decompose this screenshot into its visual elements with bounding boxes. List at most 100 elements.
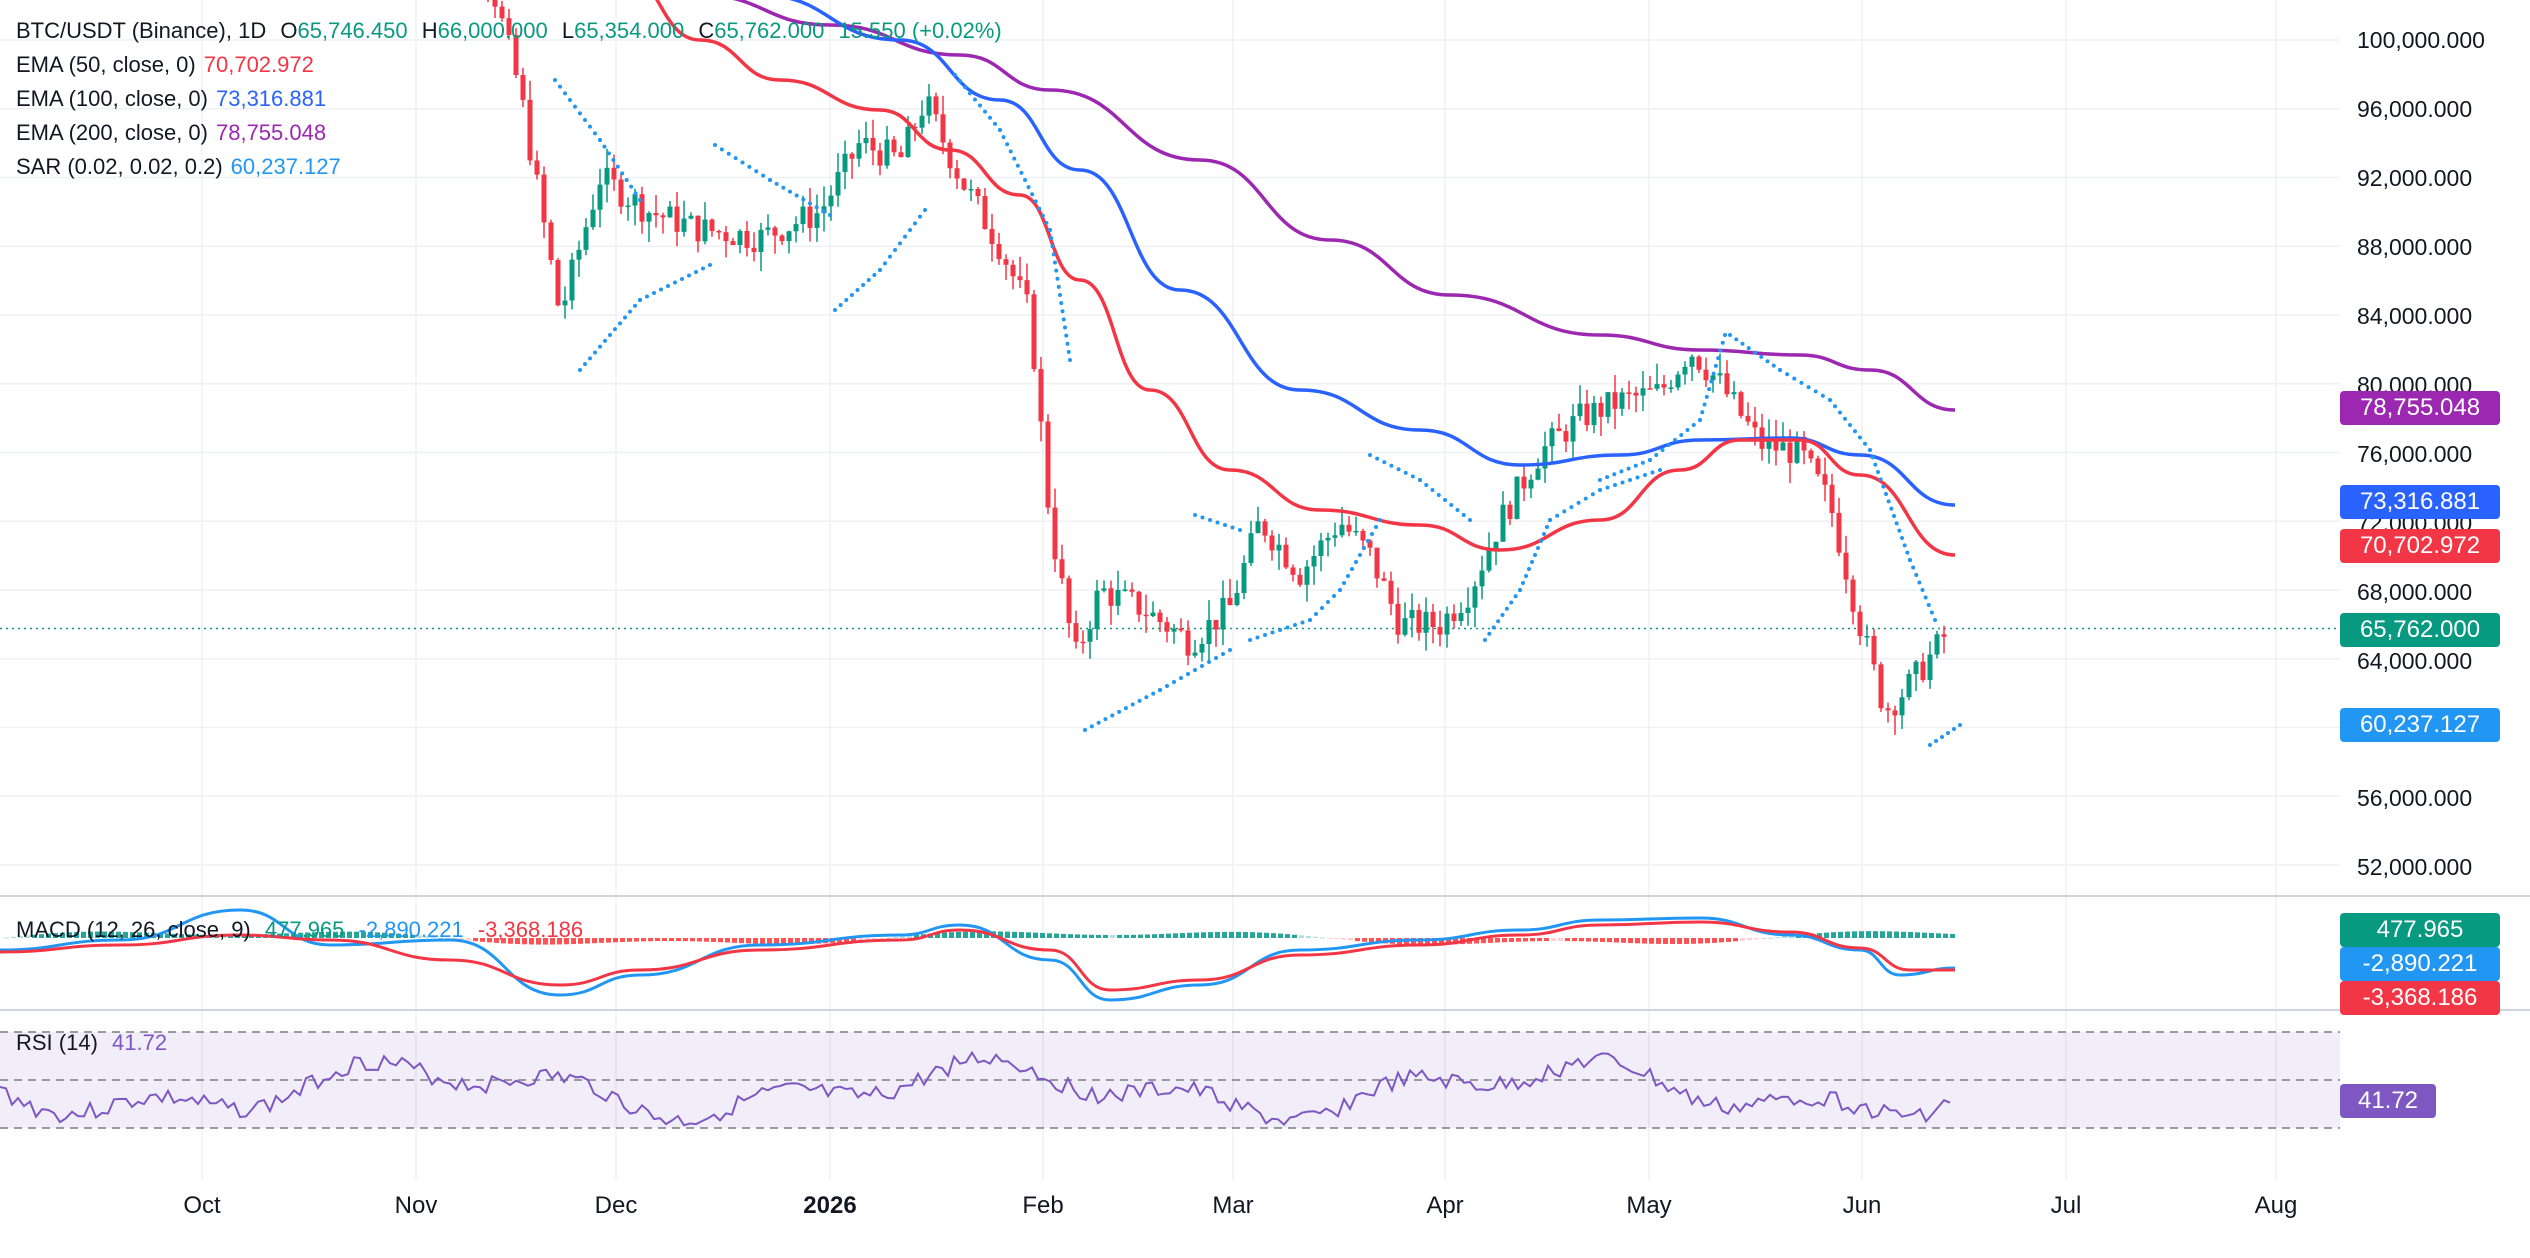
sar-dot — [1059, 301, 1064, 306]
sar-dot — [666, 284, 670, 288]
macd-hist-bar — [1446, 938, 1451, 945]
candle-body — [1479, 570, 1485, 587]
sar-dot — [623, 315, 627, 320]
sar-dot — [1186, 672, 1190, 676]
macd-hist-bar — [802, 938, 807, 945]
time-tick: Oct — [183, 1192, 221, 1219]
macd-hist-bar — [1376, 938, 1381, 943]
sar-dot — [1613, 483, 1617, 487]
candle-body — [807, 206, 813, 228]
price-tick: 84,000.000 — [2357, 303, 2473, 329]
macd-hist-bar — [634, 938, 639, 942]
sar-dot — [1342, 581, 1346, 585]
sar-dot — [1066, 349, 1071, 354]
sar-dot — [1110, 713, 1115, 718]
candle-body — [1374, 547, 1380, 579]
macd-hist-bar — [172, 933, 177, 938]
candle-body — [618, 179, 624, 207]
candle-body — [1353, 530, 1359, 533]
sar-dot — [1628, 478, 1632, 482]
macd-hist-bar — [1523, 938, 1528, 942]
rsi-line — [0, 1050, 1951, 1127]
sar-dot — [713, 143, 717, 147]
macd-hist-bar — [718, 938, 723, 943]
sar-dot — [1820, 393, 1825, 398]
macd-hist-bar — [1635, 938, 1640, 944]
sar-dot — [1050, 244, 1055, 249]
candle-body — [1010, 264, 1016, 277]
candle-body — [1444, 613, 1450, 635]
sar-dot — [1065, 341, 1070, 346]
sar-dot — [1060, 309, 1065, 314]
macd-hist-bar — [1845, 931, 1850, 938]
price-tick: 96,000.000 — [2357, 96, 2473, 122]
sar-dot — [1008, 149, 1013, 154]
sar-dot — [1873, 462, 1878, 467]
candle-body — [1409, 609, 1415, 619]
macd-hist-bar — [501, 938, 506, 944]
ema50-value: 70,702.972 — [203, 52, 314, 77]
macd-hist-bar — [1530, 938, 1535, 942]
candle-body — [772, 227, 778, 236]
sar-dot — [645, 294, 649, 299]
candle-body — [877, 150, 883, 166]
candle-body — [828, 195, 834, 207]
sar-dot — [1354, 560, 1358, 564]
macd-hist-bar — [578, 938, 583, 944]
sar-dot — [1063, 325, 1067, 330]
sar-dot — [754, 169, 759, 174]
macd-hist-bar — [1544, 938, 1549, 942]
macd-hist-bar — [1334, 938, 1339, 939]
sar-dot — [1396, 467, 1401, 472]
candle-body — [800, 206, 806, 225]
candle-body — [758, 229, 764, 253]
candle-body — [1206, 619, 1212, 644]
candle-body — [1843, 552, 1849, 580]
candle-body — [786, 231, 792, 242]
macd-hist-bar — [4, 937, 9, 939]
candle-body — [1675, 374, 1681, 388]
candle-body — [1458, 612, 1464, 621]
sar-dot — [1521, 581, 1525, 585]
candle-body — [1871, 636, 1877, 665]
macd-hist-bar — [1593, 938, 1598, 942]
sar-dot — [1643, 473, 1647, 477]
candle-body — [1227, 597, 1233, 606]
candle-body — [730, 241, 736, 246]
macd-hist-bar — [11, 936, 16, 938]
candle-body — [1423, 611, 1429, 633]
macd-hist-bar — [1089, 934, 1094, 938]
macd-hist-bar — [361, 931, 366, 938]
sar-dot — [1771, 363, 1776, 368]
macd-hist-bar — [1642, 938, 1647, 944]
macd-hist-bar — [1285, 934, 1290, 938]
sar-dot — [1848, 423, 1852, 427]
macd-hist-bar — [907, 935, 912, 938]
sar-dot — [1870, 455, 1875, 460]
candle-body — [1864, 636, 1870, 638]
macd-hist-bar — [1341, 938, 1346, 940]
macd-hist-bar — [1474, 938, 1479, 944]
ema100-line — [788, 0, 1956, 507]
candle-body — [1542, 446, 1548, 469]
candle-body — [1003, 259, 1009, 265]
macd-hist-bar — [1614, 938, 1619, 943]
candle-body — [1122, 589, 1128, 591]
sar-dot — [973, 97, 977, 102]
candle-body — [1080, 641, 1086, 644]
candle-body — [1514, 476, 1520, 519]
sar-dot — [1518, 588, 1522, 592]
macd-hist-bar — [1068, 934, 1073, 938]
time-tick: Mar — [1212, 1192, 1254, 1219]
candle-body — [1570, 416, 1576, 442]
macd-hist-bar — [788, 938, 793, 945]
ema100-price-tag: 73,316.881 — [2340, 485, 2500, 519]
sar-dot — [1436, 493, 1441, 497]
macd-hist-bar — [487, 938, 492, 943]
candle-body — [597, 184, 603, 210]
candle-body — [506, 18, 512, 35]
macd-hist-bar — [1264, 932, 1269, 938]
sar-dot — [1881, 484, 1886, 489]
